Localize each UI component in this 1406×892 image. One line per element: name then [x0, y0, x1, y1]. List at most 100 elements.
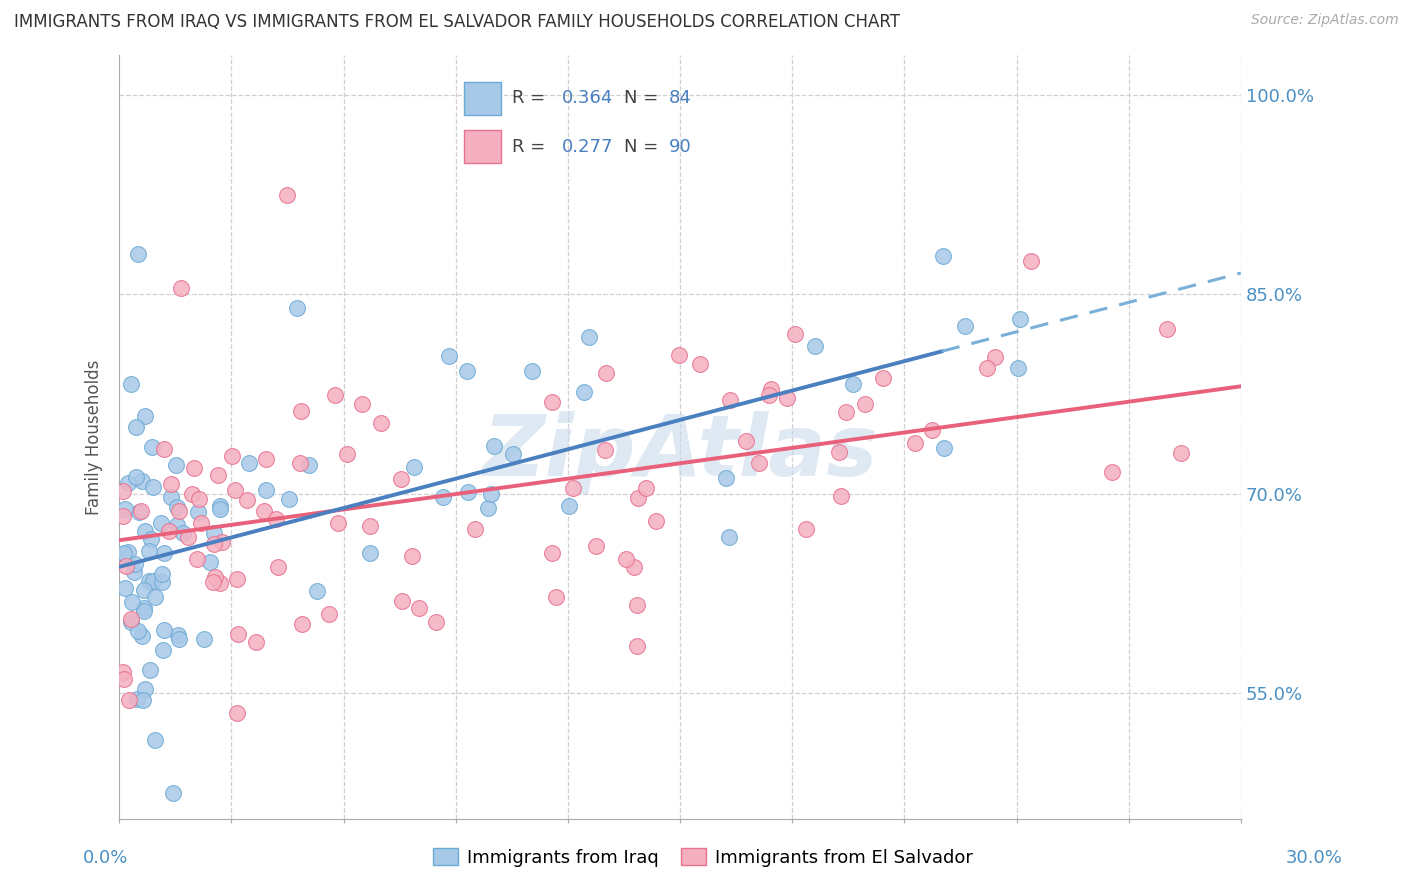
Point	[211, 535, 233, 549]
Point	[623, 560, 645, 574]
Point	[138, 543, 160, 558]
Point	[359, 519, 381, 533]
Point	[129, 504, 152, 518]
Point	[1019, 253, 1042, 268]
Point	[183, 460, 205, 475]
Point	[614, 552, 637, 566]
Point	[142, 574, 165, 588]
Point	[401, 549, 423, 564]
Point	[842, 377, 865, 392]
Point	[290, 404, 312, 418]
Point	[124, 565, 146, 579]
Point	[202, 525, 225, 540]
Point	[125, 469, 148, 483]
Point	[160, 491, 183, 505]
Point	[117, 476, 139, 491]
Point	[139, 533, 162, 547]
Point	[131, 475, 153, 489]
Point	[209, 501, 232, 516]
Point	[479, 487, 502, 501]
Legend: Immigrants from Iraq, Immigrants from El Salvador: Immigrants from Iraq, Immigrants from El…	[426, 841, 980, 874]
Point	[125, 420, 148, 434]
Point	[114, 582, 136, 596]
Point	[595, 443, 617, 458]
Point	[188, 492, 211, 507]
Point	[425, 615, 447, 629]
Point	[114, 502, 136, 516]
Point	[166, 628, 188, 642]
Point	[112, 672, 135, 686]
Point	[502, 447, 524, 461]
Point	[176, 531, 198, 545]
Point	[759, 382, 782, 396]
Point	[976, 361, 998, 376]
Point	[150, 574, 173, 589]
Text: Source: ZipAtlas.com: Source: ZipAtlas.com	[1251, 13, 1399, 28]
Point	[221, 449, 243, 463]
Point	[689, 357, 711, 371]
Point	[872, 371, 894, 385]
Point	[984, 350, 1007, 364]
Point	[307, 583, 329, 598]
Point	[149, 516, 172, 531]
Point	[776, 391, 799, 405]
Point	[267, 559, 290, 574]
Point	[112, 546, 135, 560]
Point	[291, 616, 314, 631]
Point	[157, 524, 180, 538]
Point	[226, 706, 249, 720]
Point	[457, 484, 479, 499]
Point	[578, 330, 600, 344]
Point	[208, 499, 231, 513]
Point	[627, 491, 650, 506]
Point	[585, 539, 607, 553]
Point	[794, 522, 817, 536]
Point	[804, 339, 827, 353]
Point	[111, 665, 134, 679]
Point	[595, 366, 617, 380]
Point	[143, 732, 166, 747]
Point	[153, 623, 176, 637]
Point	[141, 440, 163, 454]
Point	[720, 392, 742, 407]
Point	[336, 447, 359, 461]
Point	[668, 348, 690, 362]
Point	[120, 612, 142, 626]
Point	[546, 591, 568, 605]
Point	[207, 467, 229, 482]
Point	[162, 786, 184, 800]
Point	[111, 483, 134, 498]
Point	[172, 525, 194, 540]
Point	[169, 632, 191, 646]
Point	[645, 514, 668, 528]
Point	[181, 487, 204, 501]
Point	[834, 405, 856, 419]
Point	[245, 635, 267, 649]
Point	[830, 489, 852, 503]
Point	[160, 477, 183, 491]
Point	[167, 504, 190, 518]
Point	[134, 681, 156, 696]
Point	[165, 458, 187, 472]
Point	[482, 440, 505, 454]
Point	[139, 663, 162, 677]
Point	[131, 629, 153, 643]
Point	[408, 601, 430, 615]
Point	[254, 483, 277, 497]
Point	[432, 490, 454, 504]
Point	[125, 692, 148, 706]
Point	[124, 558, 146, 572]
Point	[132, 693, 155, 707]
Point	[276, 187, 298, 202]
Point	[758, 388, 780, 402]
Point	[290, 456, 312, 470]
Point	[150, 567, 173, 582]
Point	[225, 572, 247, 586]
Point	[127, 247, 149, 261]
Point	[352, 396, 374, 410]
Point	[634, 482, 657, 496]
Point	[522, 364, 544, 378]
Point	[932, 249, 955, 263]
Y-axis label: Family Households: Family Households	[86, 359, 103, 515]
Point	[1008, 312, 1031, 326]
